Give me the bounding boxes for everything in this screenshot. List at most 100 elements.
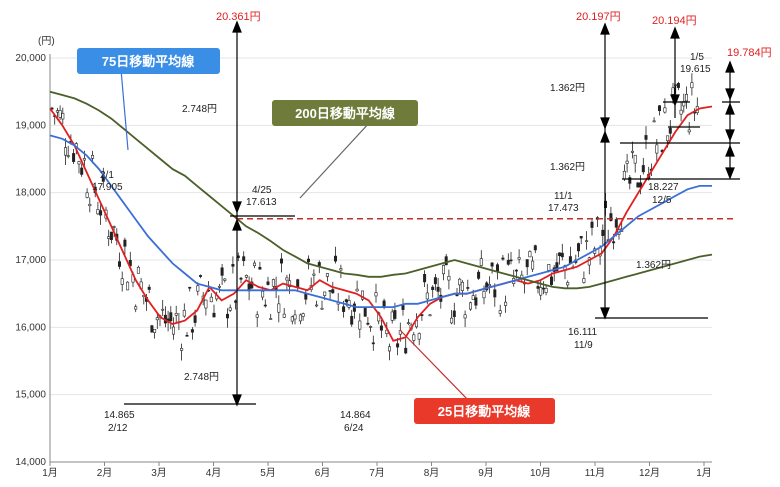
ann-dec-value: 18.227 <box>648 182 679 193</box>
legend-200-box <box>272 100 418 126</box>
candle-body <box>190 329 194 333</box>
candle-body <box>412 334 416 341</box>
candle-body <box>536 286 540 289</box>
candle-body <box>285 277 289 281</box>
candle-body <box>641 165 645 173</box>
candle-body <box>174 313 178 316</box>
candle-body <box>455 294 459 297</box>
candle-body <box>228 307 232 311</box>
candle-body <box>320 307 324 310</box>
ann-span-nov-mid: 1.362円 <box>550 162 585 173</box>
candle-body <box>64 147 68 156</box>
candle-body <box>255 314 259 318</box>
legend-75-label: 75日移動平均線 <box>102 54 195 69</box>
ann-low-feb-value: 14.865 <box>104 410 135 421</box>
candle-body <box>579 236 583 239</box>
right-mid-arrow-c <box>725 129 735 142</box>
candle-body <box>539 287 543 296</box>
candle-body <box>517 257 521 260</box>
x-tick-label: 12月 <box>639 467 660 479</box>
candle-body <box>155 317 159 321</box>
candle-body <box>452 310 456 318</box>
x-tick-label: 11月 <box>585 467 605 479</box>
series-line <box>49 90 713 290</box>
candle-body <box>136 266 140 274</box>
candle-body <box>560 252 564 258</box>
x-tick-label: 1月 <box>696 467 712 479</box>
candle-body <box>258 266 262 270</box>
candle-body <box>471 295 475 300</box>
candle-body <box>493 289 497 298</box>
apr-mid-arrow-up <box>232 218 242 231</box>
candle-body <box>657 105 661 112</box>
candle-body <box>504 301 508 306</box>
candle-body <box>633 154 637 164</box>
candle-body <box>390 311 394 321</box>
candle-body <box>96 209 100 215</box>
candle-body <box>404 347 408 354</box>
candle-body <box>533 245 537 251</box>
candle-body <box>428 314 432 317</box>
candle-body <box>525 259 529 268</box>
candle-body <box>485 282 489 291</box>
candle-body <box>301 313 305 317</box>
candle-body <box>277 303 281 313</box>
candle-body <box>317 262 321 267</box>
candle-body <box>363 307 367 317</box>
candle-body <box>679 109 683 115</box>
candle-body <box>576 243 580 252</box>
candle-body <box>369 326 373 328</box>
candle-body <box>325 273 329 277</box>
apr-top-arrow <box>232 20 242 33</box>
x-tick-label: 1月 <box>42 467 58 479</box>
candle-body <box>371 342 375 345</box>
candle-body <box>460 281 464 291</box>
candle-body <box>204 299 208 309</box>
ann-high-apr: 20.361円 <box>216 11 261 23</box>
candle-body <box>396 343 400 348</box>
x-tick-label: 5月 <box>260 467 276 479</box>
x-tick-label: 10月 <box>530 467 551 479</box>
candle-body <box>126 281 130 291</box>
candle-body <box>479 258 483 266</box>
candle-body <box>639 182 643 188</box>
series-line <box>49 134 712 309</box>
candle-body <box>169 312 173 322</box>
apr-mid-arrow-down <box>232 201 242 214</box>
candle-body <box>463 314 467 319</box>
y-tick-label: 16,000 <box>15 322 46 333</box>
candle-body <box>120 278 124 285</box>
candle-body <box>466 287 470 289</box>
candle-body <box>271 279 275 287</box>
right-mid-arrow-b <box>725 102 735 115</box>
series-lines <box>49 90 713 342</box>
candle-body <box>212 312 216 318</box>
candle-body <box>433 277 437 285</box>
y-tick-label: 15,000 <box>15 390 46 401</box>
ann-feb-value: 17.905 <box>92 182 123 193</box>
candle-body <box>331 289 335 294</box>
candle-body <box>315 304 319 307</box>
candle-body <box>279 258 283 264</box>
candle-body <box>61 112 65 120</box>
leader-200 <box>299 121 371 199</box>
candle-body <box>253 262 257 266</box>
candle-body <box>350 315 354 325</box>
candle-body <box>393 310 397 319</box>
candle-body <box>490 262 494 267</box>
candle-body <box>288 280 292 288</box>
ann-low-jun-value: 14.864 <box>340 410 371 421</box>
candle-body <box>296 279 300 288</box>
candle-body <box>406 322 410 324</box>
candle-body <box>547 263 551 271</box>
measurement-lines <box>119 20 740 407</box>
candle-body <box>482 291 486 299</box>
ann-low-feb-date: 2/12 <box>108 423 128 434</box>
legend-200-label: 200日移動平均線 <box>295 106 396 121</box>
candle-body <box>82 158 86 161</box>
x-tick-label: 3月 <box>151 467 167 479</box>
candle-body <box>528 251 532 258</box>
ann-span-nov-low: 1.362円 <box>636 260 671 271</box>
candle-body <box>85 192 89 198</box>
